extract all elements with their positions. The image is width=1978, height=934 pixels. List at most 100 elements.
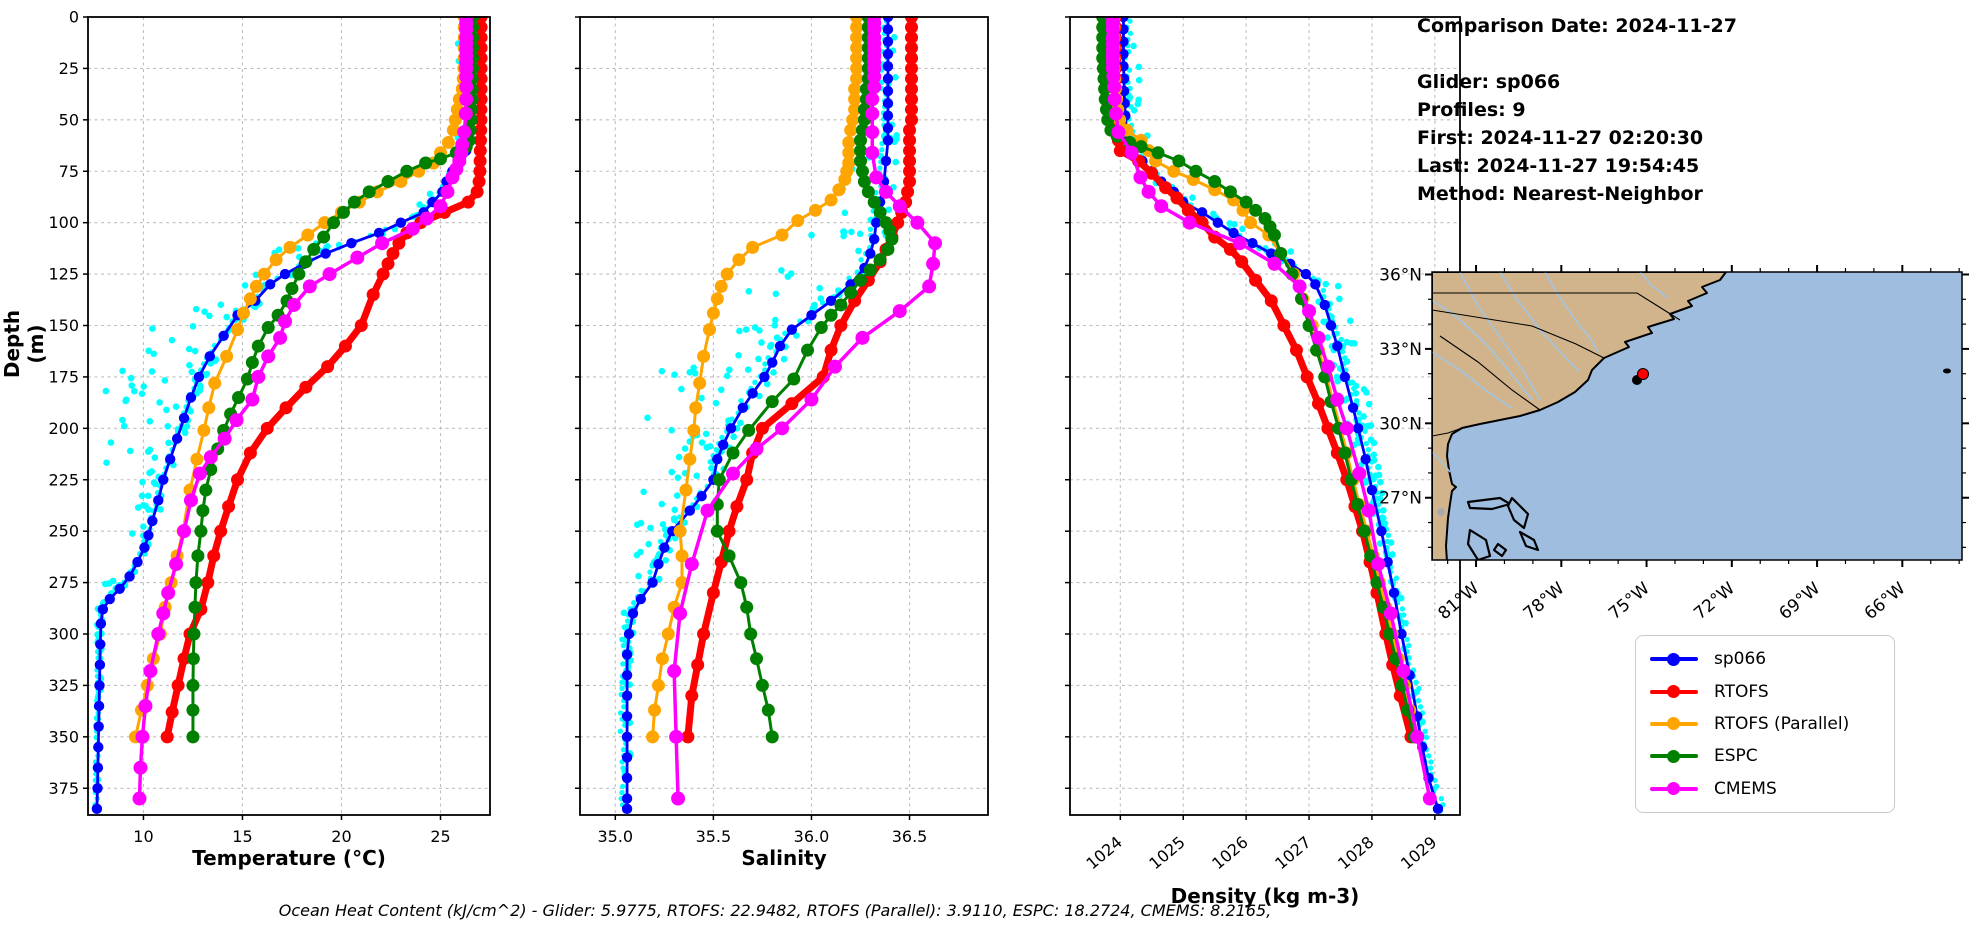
map-lat-tick-label: 27°N	[1379, 489, 1422, 509]
svg-text:25: 25	[59, 59, 79, 78]
map-lat-tick-label: 30°N	[1379, 414, 1422, 434]
river	[1432, 351, 1513, 409]
island	[1466, 528, 1492, 560]
svg-text:275: 275	[48, 573, 79, 592]
salinity-panel: 35.0 35.5 36.0 36.5	[575, 16, 989, 846]
svg-text:35.0: 35.0	[597, 827, 633, 846]
river	[1499, 272, 1581, 373]
legend-label: sp066	[1714, 649, 1767, 670]
svg-text:300: 300	[48, 625, 79, 644]
density-axis-label: Density (kg m-3)	[1170, 884, 1360, 908]
svg-text:36.0: 36.0	[794, 827, 830, 846]
series-cmems	[132, 16, 474, 806]
legend-line-sample	[1650, 717, 1698, 731]
glider-position-marker	[1637, 368, 1649, 380]
svg-text:50: 50	[59, 110, 79, 129]
legend-item-espc: ESPC	[1636, 741, 1894, 771]
svg-text:375: 375	[48, 779, 79, 798]
legend-line-sample	[1650, 685, 1698, 699]
svg-text:325: 325	[48, 676, 79, 695]
svg-text:15: 15	[232, 827, 252, 846]
map-lat-tick-label: 33°N	[1379, 340, 1422, 360]
legend-marker-icon	[1667, 685, 1680, 699]
svg-text:1025: 1025	[1145, 833, 1188, 874]
state-border	[1432, 427, 1463, 437]
temperature-panel: 10 15 20 2502550751001251501752002252502753…	[48, 8, 491, 846]
svg-text:150: 150	[48, 316, 79, 335]
comparison-info-panel: Comparison Date: 2024-11-27 Glider: sp06…	[1417, 12, 1737, 208]
comparison-date: Comparison Date: 2024-11-27	[1417, 15, 1737, 37]
state-border	[1439, 335, 1541, 411]
legend-item-rtofs: RTOFS	[1636, 677, 1894, 707]
svg-text:75: 75	[59, 162, 79, 181]
comparison-method: Method: Nearest-Neighbor	[1417, 183, 1703, 205]
series-rtofs	[160, 16, 488, 744]
island	[1506, 496, 1530, 530]
map-lon-tick-label: 78°W	[1520, 578, 1569, 624]
series-cmems	[667, 16, 943, 806]
density-panel: 1024 1025 1026 1027 1028 1029	[1065, 16, 1461, 874]
svg-text:350: 350	[48, 727, 79, 746]
series-espc	[710, 16, 899, 744]
legend-line-sample	[1650, 749, 1698, 763]
svg-text:1029: 1029	[1397, 833, 1440, 874]
legend-marker-icon	[1667, 782, 1680, 796]
profiles-count: Profiles: 9	[1417, 99, 1526, 121]
legend-item-rtofs-parallel: RTOFS (Parallel)	[1636, 709, 1894, 739]
legend-marker-icon	[1667, 652, 1680, 666]
svg-text:1028: 1028	[1334, 833, 1377, 874]
svg-text:0: 0	[69, 8, 79, 27]
legend-line-sample	[1650, 652, 1698, 666]
svg-text:1024: 1024	[1082, 833, 1125, 874]
legend-line-sample	[1650, 782, 1698, 796]
legend-label: CMEMS	[1714, 778, 1777, 799]
last-profile-time: Last: 2024-11-27 19:54:45	[1417, 155, 1700, 177]
ocean-heat-content-caption: Ocean Heat Content (kJ/cm^2) - Glider: 5…	[278, 901, 1272, 920]
series-cmems	[1105, 16, 1437, 806]
legend-label: RTOFS (Parallel)	[1714, 713, 1850, 734]
lake	[1437, 508, 1445, 516]
river	[1639, 272, 1669, 299]
first-profile-time: First: 2024-11-27 02:20:30	[1417, 127, 1704, 149]
salinity-axis-label: Salinity	[741, 846, 827, 870]
map-lon-tick-label: 66°W	[1861, 578, 1910, 624]
river	[1459, 272, 1541, 401]
legend-marker-icon	[1667, 717, 1680, 731]
legend-item-sp066: sp066	[1636, 644, 1894, 674]
legend-item-cmems: CMEMS	[1636, 774, 1894, 804]
svg-text:1026: 1026	[1208, 833, 1251, 874]
island	[1466, 496, 1512, 511]
map-lat-tick-label: 36°N	[1379, 265, 1422, 285]
river	[1544, 272, 1599, 353]
depth-axis-label: Depth (m)	[0, 309, 48, 379]
legend-label: ESPC	[1714, 746, 1758, 767]
svg-text:175: 175	[48, 367, 79, 386]
river	[1432, 451, 1451, 473]
info-spacer	[1417, 40, 1737, 68]
map-lon-tick-label: 75°W	[1605, 578, 1654, 624]
svg-text:35.5: 35.5	[696, 827, 732, 846]
svg-text:25: 25	[430, 827, 450, 846]
map-lon-tick-label: 81°W	[1434, 578, 1483, 624]
svg-text:225: 225	[48, 470, 79, 489]
river	[1432, 299, 1533, 401]
temperature-axis-label: Temperature (°C)	[192, 846, 386, 870]
glider-name: Glider: sp066	[1417, 71, 1561, 93]
island	[1492, 542, 1508, 558]
svg-text:10: 10	[133, 827, 153, 846]
svg-text:125: 125	[48, 265, 79, 284]
state-border	[1432, 292, 1681, 321]
legend-box: sp066 RTOFS RTOFS (Parallel) ESPC CMEMS	[1635, 635, 1895, 813]
series-rtofs-parallel-	[646, 16, 864, 744]
svg-text:100: 100	[48, 213, 79, 232]
legend-marker-icon	[1667, 749, 1680, 763]
svg-text:200: 200	[48, 419, 79, 438]
svg-text:1027: 1027	[1271, 833, 1314, 874]
island-bermuda	[1943, 368, 1951, 374]
svg-text:250: 250	[48, 522, 79, 541]
map-lon-tick-label: 72°W	[1690, 578, 1739, 624]
svg-text:36.5: 36.5	[892, 827, 928, 846]
map-lon-tick-label: 69°W	[1775, 578, 1824, 624]
